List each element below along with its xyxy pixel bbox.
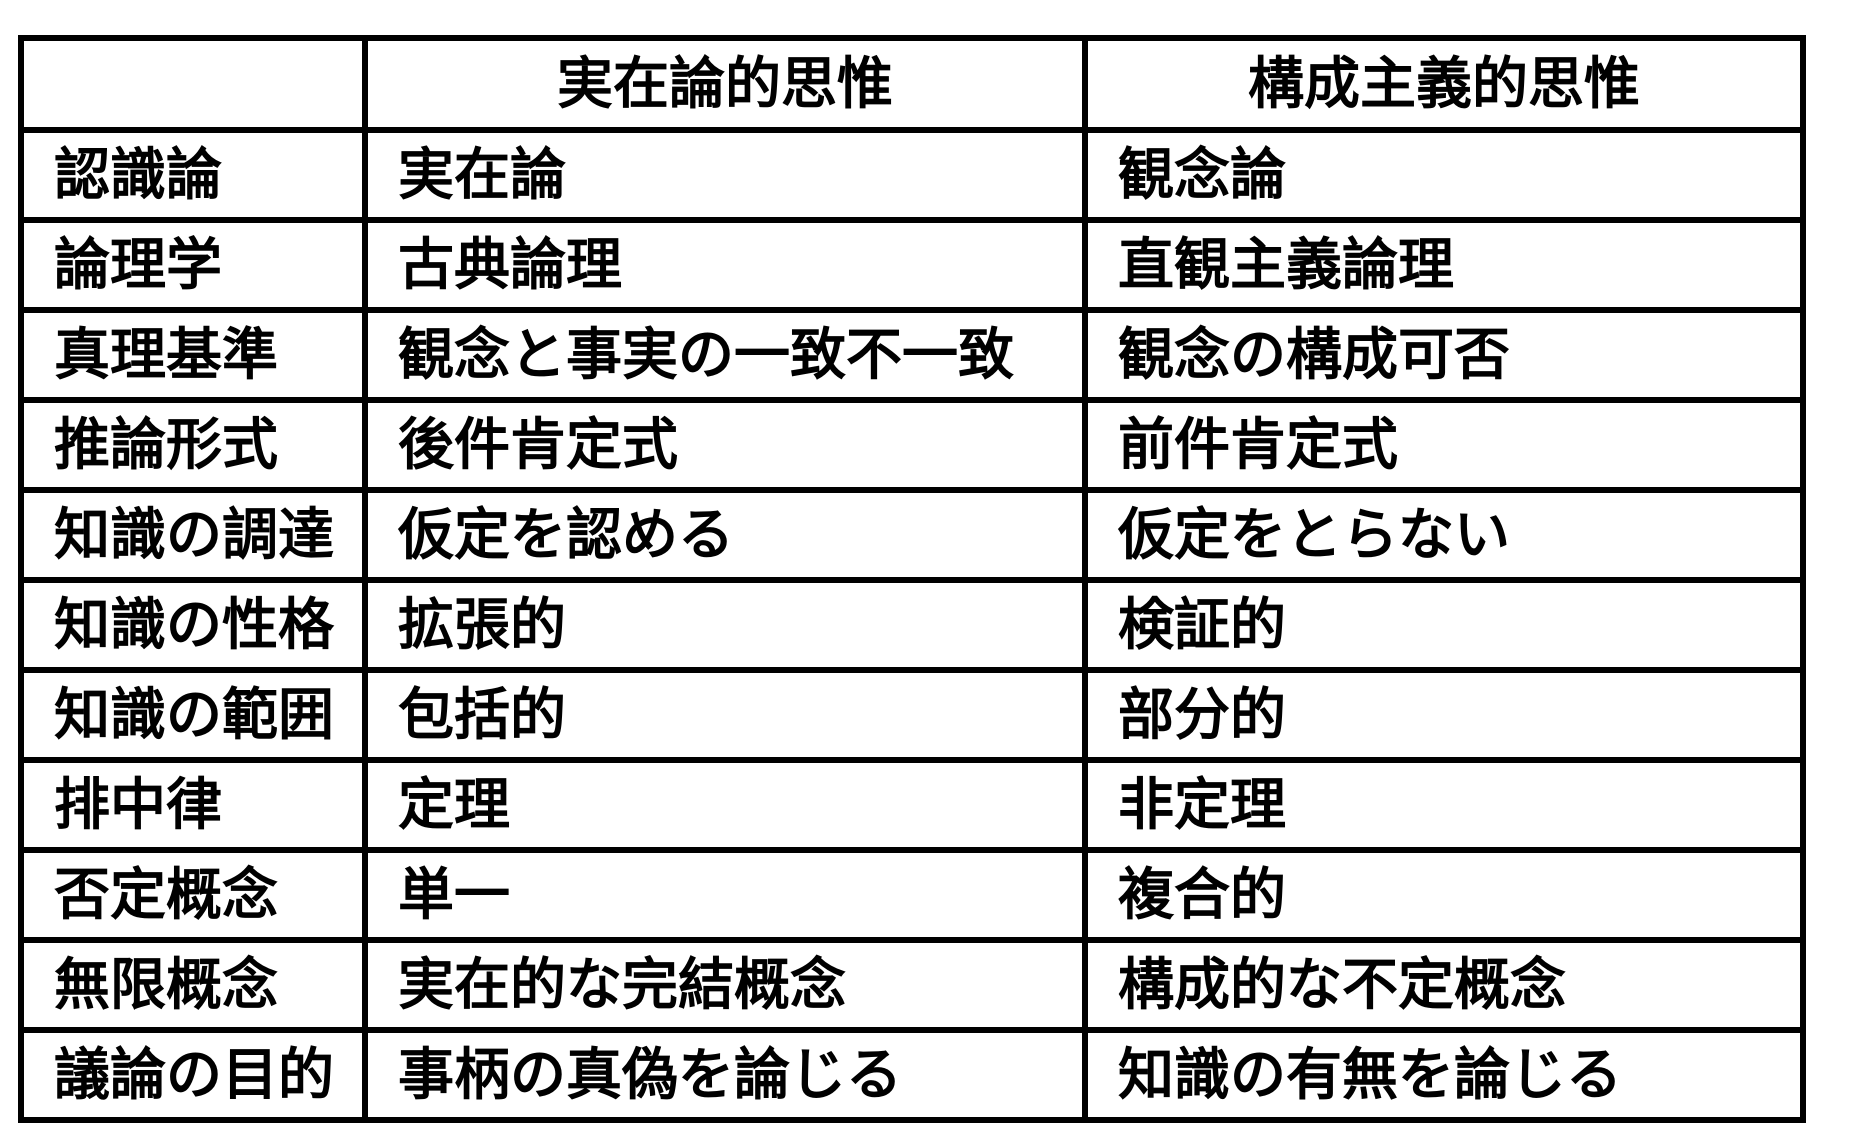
cell-realist: 仮定を認める [362,487,1088,583]
table-row: 推論形式 後件肯定式 前件肯定式 [18,397,1806,493]
row-label: 知識の調達 [18,487,368,583]
cell-constructivist: 観念の構成可否 [1082,307,1806,403]
header-row: 実在論的思惟 構成主義的思惟 [18,35,1806,133]
table-row: 無限概念 実在的な完結概念 構成的な不定概念 [18,937,1806,1033]
row-label: 認識論 [18,127,368,223]
cell-realist: 古典論理 [362,217,1088,313]
cell-realist: 実在論 [362,127,1088,223]
cell-constructivist: 部分的 [1082,667,1806,763]
corner-spacer-cell [18,35,368,133]
cell-constructivist: 構成的な不定概念 [1082,937,1806,1033]
table-row: 知識の性格 拡張的 検証的 [18,577,1806,673]
row-label: 論理学 [18,217,368,313]
cell-realist: 観念と事実の一致不一致 [362,307,1088,403]
cell-realist: 後件肯定式 [362,397,1088,493]
table-row: 否定概念 単一 複合的 [18,847,1806,943]
row-label: 知識の性格 [18,577,368,673]
cell-realist: 拡張的 [362,577,1088,673]
table-row: 真理基準 観念と事実の一致不一致 観念の構成可否 [18,307,1806,403]
cell-constructivist: 観念論 [1082,127,1806,223]
cell-constructivist: 直観主義論理 [1082,217,1806,313]
row-label: 排中律 [18,757,368,853]
cell-realist: 事柄の真偽を論じる [362,1027,1088,1123]
row-label: 知識の範囲 [18,667,368,763]
row-label: 否定概念 [18,847,368,943]
cell-realist: 定理 [362,757,1088,853]
table-row: 議論の目的 事柄の真偽を論じる 知識の有無を論じる [18,1027,1806,1123]
table-row: 認識論 実在論 観念論 [18,127,1806,223]
table-row: 知識の調達 仮定を認める 仮定をとらない [18,487,1806,583]
cell-constructivist: 非定理 [1082,757,1806,853]
comparison-table: 実在論的思惟 構成主義的思惟 認識論 実在論 観念論 論理学 古典論理 直観主義… [18,35,1806,1123]
row-label: 議論の目的 [18,1027,368,1123]
cell-constructivist: 検証的 [1082,577,1806,673]
cell-constructivist: 仮定をとらない [1082,487,1806,583]
row-label: 真理基準 [18,307,368,403]
cell-constructivist: 知識の有無を論じる [1082,1027,1806,1123]
column-header-realist: 実在論的思惟 [362,35,1088,133]
table-row: 論理学 古典論理 直観主義論理 [18,217,1806,313]
cell-realist: 単一 [362,847,1088,943]
row-label: 無限概念 [18,937,368,1033]
table-row: 知識の範囲 包括的 部分的 [18,667,1806,763]
cell-constructivist: 複合的 [1082,847,1806,943]
row-label: 推論形式 [18,397,368,493]
cell-realist: 包括的 [362,667,1088,763]
table-row: 排中律 定理 非定理 [18,757,1806,853]
column-header-constructivist: 構成主義的思惟 [1082,35,1806,133]
cell-realist: 実在的な完結概念 [362,937,1088,1033]
cell-constructivist: 前件肯定式 [1082,397,1806,493]
